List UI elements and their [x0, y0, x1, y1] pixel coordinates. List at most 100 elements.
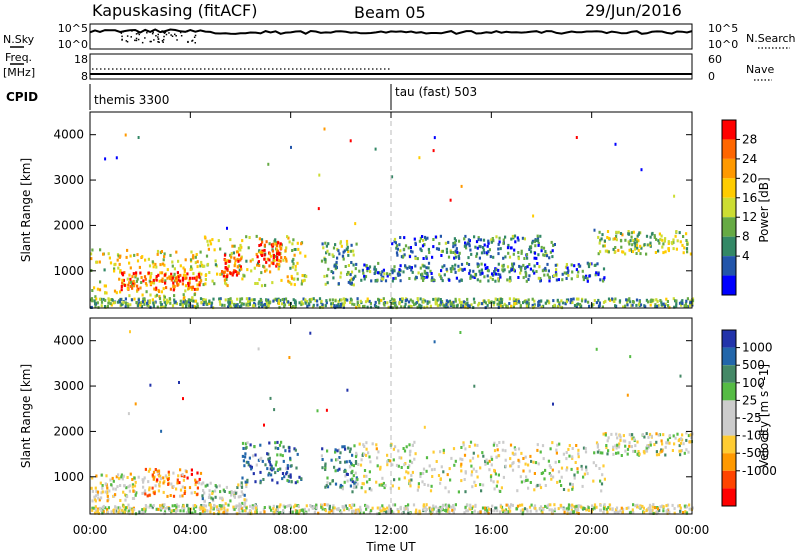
scatter-cell: [304, 298, 307, 302]
scatter-cell: [238, 268, 241, 272]
scatter-cell: [462, 304, 465, 308]
scatter-cell: [139, 286, 142, 290]
scatter-cell: [245, 297, 248, 301]
scatter-cell: [645, 446, 648, 450]
scatter-cell: [493, 441, 496, 445]
scatter-cell: [443, 304, 446, 308]
scatter-cell: [152, 278, 155, 282]
scatter-cell: [122, 474, 125, 478]
scatter-cell: [248, 509, 252, 512]
scatter-cell: [226, 284, 229, 288]
scatter-cell: [223, 506, 226, 510]
scatter-cell: [435, 510, 438, 514]
scatter-cell: [584, 450, 588, 454]
scatter-cell: [324, 462, 327, 466]
scatter-cell: [238, 502, 241, 506]
scatter-cell: [149, 383, 152, 387]
scatter-cell: [227, 264, 230, 268]
scatter-cell: [511, 268, 514, 272]
scatter-cell: [556, 443, 559, 447]
scatter-cell: [637, 450, 640, 453]
scatter-cell: [189, 507, 192, 511]
scatter-cell: [325, 301, 328, 305]
scatter-cell: [151, 473, 154, 477]
scatter-cell: [261, 459, 264, 463]
scatter-cell: [423, 483, 426, 486]
scatter-cell: [682, 251, 685, 255]
scatter-cell: [393, 239, 396, 243]
scatter-cell: [675, 230, 678, 233]
scatter-cell: [276, 481, 279, 485]
scatter-cell: [249, 464, 252, 468]
scatter-cell: [344, 265, 347, 268]
scatter-cell: [92, 506, 95, 510]
scatter-cell: [214, 489, 217, 493]
scatter-cell: [362, 271, 365, 275]
scatter-cell: [336, 449, 339, 453]
scatter-cell: [520, 249, 523, 253]
scatter-cell: [634, 241, 637, 245]
scatter-cell: [257, 347, 260, 351]
scatter-cell: [508, 279, 511, 283]
scatter-cell: [483, 243, 486, 247]
scatter-cell: [386, 274, 389, 278]
scatter-cell: [551, 441, 554, 445]
scatter-cell: [481, 506, 485, 510]
scatter-cell: [141, 508, 144, 512]
scatter-cell: [445, 505, 448, 509]
scatter-cell: [548, 301, 551, 305]
scatter-cell: [486, 266, 489, 269]
scatter-cell: [532, 214, 535, 218]
scatter-cell: [142, 485, 145, 489]
scatter-cell: [631, 303, 634, 307]
scatter-cell: [612, 447, 615, 451]
scatter-cell: [358, 304, 361, 307]
scatter-cell: [356, 482, 359, 486]
scatter-cell: [498, 302, 501, 306]
scatter-cell: [594, 263, 597, 267]
scatter-cell: [410, 478, 413, 482]
scatter-cell: [511, 262, 514, 266]
scatter-cell: [120, 473, 123, 477]
scatter-cell: [565, 468, 568, 472]
scatter-cell: [428, 251, 431, 254]
scatter-cell: [624, 304, 627, 308]
colorbar-swatch: [722, 120, 736, 140]
scatter-cell: [557, 278, 560, 282]
colorbar-tick-label: 1000: [742, 341, 773, 355]
scatter-cell: [95, 474, 98, 478]
scatter-cell: [520, 480, 523, 484]
scatter-cell: [486, 274, 489, 278]
scatter-cell: [116, 258, 119, 262]
scatter-cell: [447, 490, 450, 494]
scatter-cell: [181, 494, 184, 498]
scatter-cell: [152, 470, 156, 474]
scatter-cell: [236, 486, 239, 489]
scatter-cell: [355, 451, 358, 455]
scatter-cell: [385, 510, 388, 514]
scatter-cell: [226, 269, 229, 273]
scatter-cell: [169, 253, 172, 257]
scatter-cell: [541, 471, 545, 475]
scatter-cell: [151, 486, 154, 490]
nsky-point: [157, 41, 159, 43]
scatter-cell: [647, 435, 650, 439]
scatter-cell: [678, 231, 681, 235]
scatter-cell: [501, 448, 504, 452]
scatter-cell: [234, 262, 237, 266]
scatter-cell: [158, 295, 161, 299]
scatter-cell: [552, 402, 554, 406]
y-tick-label: 1000: [53, 470, 84, 484]
nsky-point: [135, 39, 138, 42]
scatter-cell: [537, 276, 540, 280]
scatter-cell: [394, 445, 397, 449]
scatter-cell: [582, 275, 585, 279]
scatter-cell: [122, 490, 125, 494]
scatter-cell: [502, 264, 505, 268]
scatter-cell: [171, 260, 174, 264]
scatter-cell: [241, 239, 244, 243]
scatter-cell: [272, 467, 275, 471]
scatter-cell: [658, 232, 661, 236]
scatter-cell: [274, 441, 277, 445]
